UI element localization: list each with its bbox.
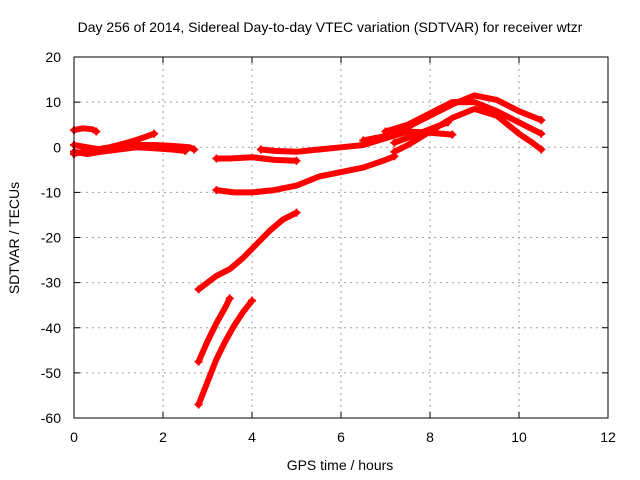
axis-ticks: 0 2 4 6 8 10 12 20 10 0 -10 -20 -30 -40 -50 -60 bbox=[41, 49, 616, 445]
x-tick-label: 12 bbox=[600, 429, 616, 445]
series-end-point bbox=[443, 118, 452, 127]
x-tick-label: 6 bbox=[337, 429, 345, 445]
y-tick-label: 10 bbox=[45, 94, 61, 110]
plot-frame bbox=[73, 56, 609, 419]
y-tick-label: -30 bbox=[41, 275, 61, 291]
y-tick-label: -20 bbox=[41, 230, 61, 246]
series-end-point bbox=[256, 145, 265, 154]
series-track bbox=[391, 105, 545, 155]
series-end-point bbox=[292, 208, 301, 217]
series-end-point bbox=[190, 145, 199, 154]
x-tick-label: 4 bbox=[248, 429, 256, 445]
x-tick-label: 0 bbox=[70, 429, 78, 445]
x-tick-label: 2 bbox=[159, 429, 167, 445]
series-end-point bbox=[537, 145, 546, 154]
data-series bbox=[70, 92, 546, 409]
grid bbox=[74, 57, 608, 418]
series-track bbox=[195, 295, 233, 365]
series-end-point bbox=[381, 127, 390, 136]
series-end-point bbox=[194, 357, 203, 366]
series-track bbox=[213, 154, 300, 164]
series-end-point bbox=[248, 296, 256, 305]
x-tick-label: 10 bbox=[511, 429, 527, 445]
y-tick-label: 20 bbox=[45, 49, 61, 65]
x-tick-label: 8 bbox=[426, 429, 434, 445]
chart-title: Day 256 of 2014, Sidereal Day-to-day VTE… bbox=[78, 19, 583, 35]
series-end-point bbox=[212, 154, 221, 163]
series-end-point bbox=[225, 294, 234, 303]
series-end-point bbox=[390, 138, 399, 147]
series-track bbox=[195, 209, 300, 293]
series-end-point bbox=[181, 146, 190, 155]
series-end-point bbox=[194, 285, 203, 294]
series-end-point bbox=[537, 129, 546, 138]
series-end-point bbox=[292, 156, 301, 165]
series-track bbox=[382, 99, 545, 137]
y-tick-label: 0 bbox=[53, 139, 61, 155]
x-axis-label: GPS time / hours bbox=[287, 457, 394, 473]
series-end-point bbox=[359, 136, 368, 145]
series-track bbox=[195, 297, 255, 408]
series-track bbox=[213, 153, 398, 196]
y-tick-label: -50 bbox=[41, 365, 61, 381]
series-end-point bbox=[92, 127, 101, 136]
series-track bbox=[391, 119, 451, 146]
series-track bbox=[71, 125, 100, 135]
series-track bbox=[71, 144, 189, 157]
y-tick-label: -40 bbox=[41, 320, 61, 336]
y-axis-label: SDTVAR / TECUs bbox=[6, 182, 22, 294]
series-end-point bbox=[212, 186, 221, 195]
series-end-point bbox=[537, 116, 546, 125]
series-end-point bbox=[194, 400, 203, 409]
y-tick-label: -10 bbox=[41, 184, 61, 200]
series-end-point bbox=[150, 129, 159, 138]
series-end-point bbox=[448, 130, 457, 139]
y-tick-label: -60 bbox=[41, 410, 61, 426]
series-end-point bbox=[390, 147, 399, 156]
